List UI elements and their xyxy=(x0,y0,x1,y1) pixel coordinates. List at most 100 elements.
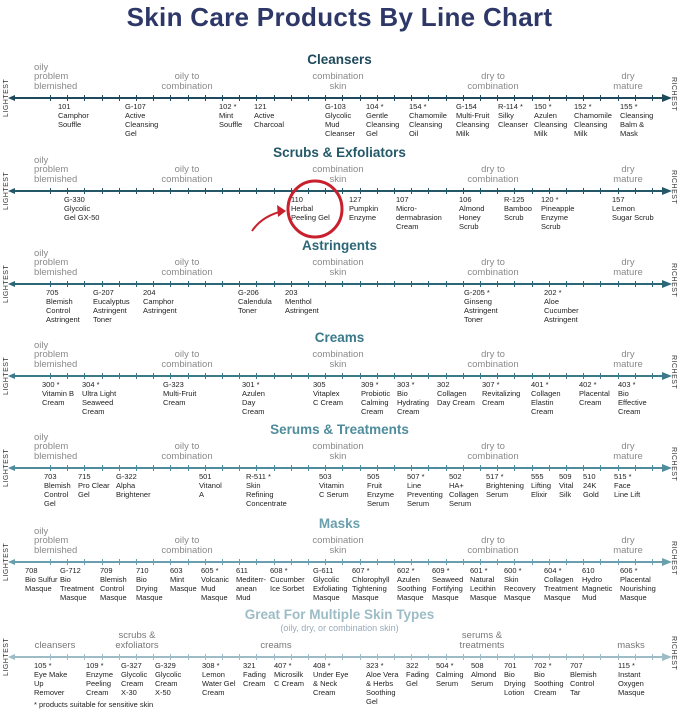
product-item[interactable]: 703 Blemish Control Gel xyxy=(44,472,71,508)
product-item[interactable]: 302 Collagen Day Cream xyxy=(437,380,475,407)
product-name: Pineapple Enzyme Scrub xyxy=(541,204,575,231)
product-item[interactable]: G-611 Glycolic Exfoliating Masque xyxy=(313,566,348,602)
product-item[interactable]: 708 Bio Sulfur Masque xyxy=(25,566,58,593)
product-item[interactable]: 401 * Collagen Elastin Cream xyxy=(531,380,561,416)
product-item[interactable]: 303 * Bio Hydrating Cream xyxy=(397,380,429,416)
product-item[interactable]: 408 * Under Eye & Neck Cream xyxy=(313,661,348,697)
product-item[interactable]: G-154 Multi-Fruit Cleansing Milk xyxy=(456,102,489,138)
product-item[interactable]: 503 Vitamin C Serum xyxy=(319,472,349,499)
product-item[interactable]: 715 Pro Clear Gel xyxy=(78,472,110,499)
axis-tick xyxy=(256,654,258,660)
product-item[interactable]: 321 Fading Cream xyxy=(243,661,266,688)
product-item[interactable]: 403 * Bio Effective Cream xyxy=(618,380,647,416)
product-item[interactable]: 106 Almond Honey Scrub xyxy=(459,195,484,231)
section-subtitle: (oily, dry, or combination skin) xyxy=(280,623,399,633)
product-item[interactable]: 155 * Cleansing Balm & Mask xyxy=(620,102,653,138)
product-item[interactable]: 555 Lifting Elixir xyxy=(531,472,551,499)
product-item[interactable]: 104 * Gentle Cleansing Gel xyxy=(366,102,399,138)
product-item[interactable]: 602 * Azulen Soothing Masque xyxy=(397,566,427,602)
product-item[interactable]: 105 * Eye Make Up Remover xyxy=(34,661,67,697)
product-item[interactable]: 308 * Lemon Water Gel Cream xyxy=(202,661,235,697)
product-item[interactable]: 102 * Mint Souffle xyxy=(219,102,242,129)
product-item[interactable]: 157 Lemon Sugar Scrub xyxy=(612,195,654,222)
product-item[interactable]: 109 * Enzyme Peeling Cream xyxy=(86,661,113,697)
product-item[interactable]: G-330 Glycolic Gel GX-50 xyxy=(64,195,99,222)
product-item[interactable]: 707 Blemish Control Tar xyxy=(570,661,597,697)
product-item[interactable]: 204 Camphor Astringent xyxy=(143,288,177,315)
axis-tick xyxy=(462,281,464,287)
product-item[interactable]: 507 * Line Preventing Serum xyxy=(407,472,443,508)
product-item[interactable]: 107 Micro- dermabrasion Cream xyxy=(396,195,442,231)
product-item[interactable]: 601 * Natural Lecithin Masque xyxy=(470,566,497,602)
axis-tick xyxy=(617,465,619,471)
axis-tick xyxy=(290,465,292,471)
product-item[interactable]: 402 * Placental Cream xyxy=(579,380,610,407)
product-item[interactable]: 600 * Skin Recovery Masque xyxy=(504,566,536,602)
product-item[interactable]: 101 Camphor Souffle xyxy=(58,102,89,129)
product-item[interactable]: 502 HA+ Collagen Serum xyxy=(449,472,479,508)
product-item[interactable]: G-323 Multi-Fruit Cream xyxy=(163,380,196,407)
product-item[interactable]: 710 Bio Drying Masque xyxy=(136,566,163,602)
product-item[interactable]: 127 Pumpkin Enzyme xyxy=(349,195,378,222)
skin-type-label: dry mature xyxy=(613,257,643,278)
product-item[interactable]: 606 * Placental Nourishing Masque xyxy=(620,566,656,602)
axis-tick xyxy=(548,95,550,101)
product-item[interactable]: 610 Hydro Magnetic Mud xyxy=(582,566,612,602)
product-item[interactable]: 307 * Revitalizing Cream xyxy=(482,380,520,407)
product-item[interactable]: 508 Almond Serum xyxy=(471,661,496,688)
product-item[interactable]: 504 * Calming Serum xyxy=(436,661,464,688)
product-item[interactable]: 115 * Instant Oxygen Masque xyxy=(618,661,645,697)
product-item[interactable]: 304 * Ultra Light Seaweed Cream xyxy=(82,380,116,416)
product-item[interactable]: R-125 Bamboo Scrub xyxy=(504,195,532,222)
product-item[interactable]: 152 * Chamomile Cleansing Milk xyxy=(574,102,612,138)
product-item[interactable]: 702 * Bio Soothing Cream xyxy=(534,661,564,697)
product-item[interactable]: 611 Mediterr- anean Mud xyxy=(236,566,266,602)
product-item[interactable]: G-205 * Ginseng Astringent Toner xyxy=(464,288,498,324)
axis-tick xyxy=(342,95,344,101)
product-item[interactable]: 323 * Aloe Vera & Herbs Soothing Gel xyxy=(366,661,399,706)
product-item[interactable]: R-511 * Skin Refining Concentrate xyxy=(246,472,287,508)
product-item[interactable]: 709 Blemish Control Masque xyxy=(100,566,127,602)
product-item[interactable]: 120 * Pineapple Enzyme Scrub xyxy=(541,195,574,231)
product-item[interactable]: G-107 Active Cleansing Gel xyxy=(125,102,158,138)
product-item[interactable]: 154 * Chamomile Cleansing Oil xyxy=(409,102,447,138)
product-item[interactable]: 121 Active Charcoal xyxy=(254,102,284,129)
product-item[interactable]: 407 * Microsilk C Cream xyxy=(274,661,304,688)
product-item[interactable]: G-329 Glycolic Cream X-50 xyxy=(155,661,181,697)
product-item[interactable]: 608 * Cucumber Ice Sorbet xyxy=(270,566,305,593)
product-item[interactable]: 701 Bio Drying Lotion xyxy=(504,661,526,697)
product-item[interactable]: 705 Blemish Control Astringent xyxy=(46,288,80,324)
product-item[interactable]: G-207 Eucalyptus Astringent Toner xyxy=(93,288,130,324)
product-item[interactable]: 603 Mint Masque xyxy=(170,566,197,593)
product-item[interactable]: 301 * Azulen Day Cream xyxy=(242,380,265,416)
product-item[interactable]: 609 * Seaweed Fortifying Masque xyxy=(432,566,463,602)
product-item[interactable]: 110 Herbal Peeling Gel xyxy=(291,195,330,222)
product-item[interactable]: G-327 Glycolic Cream X-30 xyxy=(121,661,147,697)
axis-tick xyxy=(342,373,344,379)
product-item[interactable]: 509 Vital Silk xyxy=(559,472,573,499)
product-item[interactable]: 202 * Aloe Cucumber Astringent xyxy=(544,288,579,324)
product-item[interactable]: 309 * Probiotic Calming Cream xyxy=(361,380,390,416)
product-item[interactable]: G-206 Calendula Toner xyxy=(238,288,272,315)
product-item[interactable]: 510 24K Gold xyxy=(583,472,599,499)
product-item[interactable]: 300 * Vitamin B Cream xyxy=(42,380,74,407)
product-item[interactable]: 203 Menthol Astringent xyxy=(285,288,319,315)
product-item[interactable]: 515 * Face Line Lift xyxy=(614,472,640,499)
product-item[interactable]: G-322 Alpha Brightener xyxy=(116,472,151,499)
product-item[interactable]: 150 * Azulen Cleansing Milk xyxy=(534,102,567,138)
product-item[interactable]: G-103 Glycolic Mud Cleanser xyxy=(325,102,355,138)
axis-tick xyxy=(170,465,172,471)
product-item[interactable]: 604 * Collagen Treatment Masque xyxy=(544,566,578,602)
product-item[interactable]: 505 Fruit Enzyme Serum xyxy=(367,472,394,508)
product-item[interactable]: 501 Vitanol A xyxy=(199,472,222,499)
product-item[interactable]: G-712 Bio Treatment Masque xyxy=(60,566,94,602)
product-item[interactable]: 305 Vitaplex C Cream xyxy=(313,380,343,407)
product-item[interactable]: 607 * Chlorophyll Tightening Masque xyxy=(352,566,390,602)
product-item[interactable]: 517 * Brightening Serum xyxy=(486,472,524,499)
product-code: G-330 xyxy=(64,195,85,204)
axis-tick xyxy=(153,95,155,101)
product-item[interactable]: 322 Fading Gel xyxy=(406,661,429,688)
product-item[interactable]: R-114 * Silky Cleanser xyxy=(498,102,528,129)
axis-tick xyxy=(204,188,206,194)
product-item[interactable]: 605 * Volcanic Mud Masque xyxy=(201,566,229,602)
